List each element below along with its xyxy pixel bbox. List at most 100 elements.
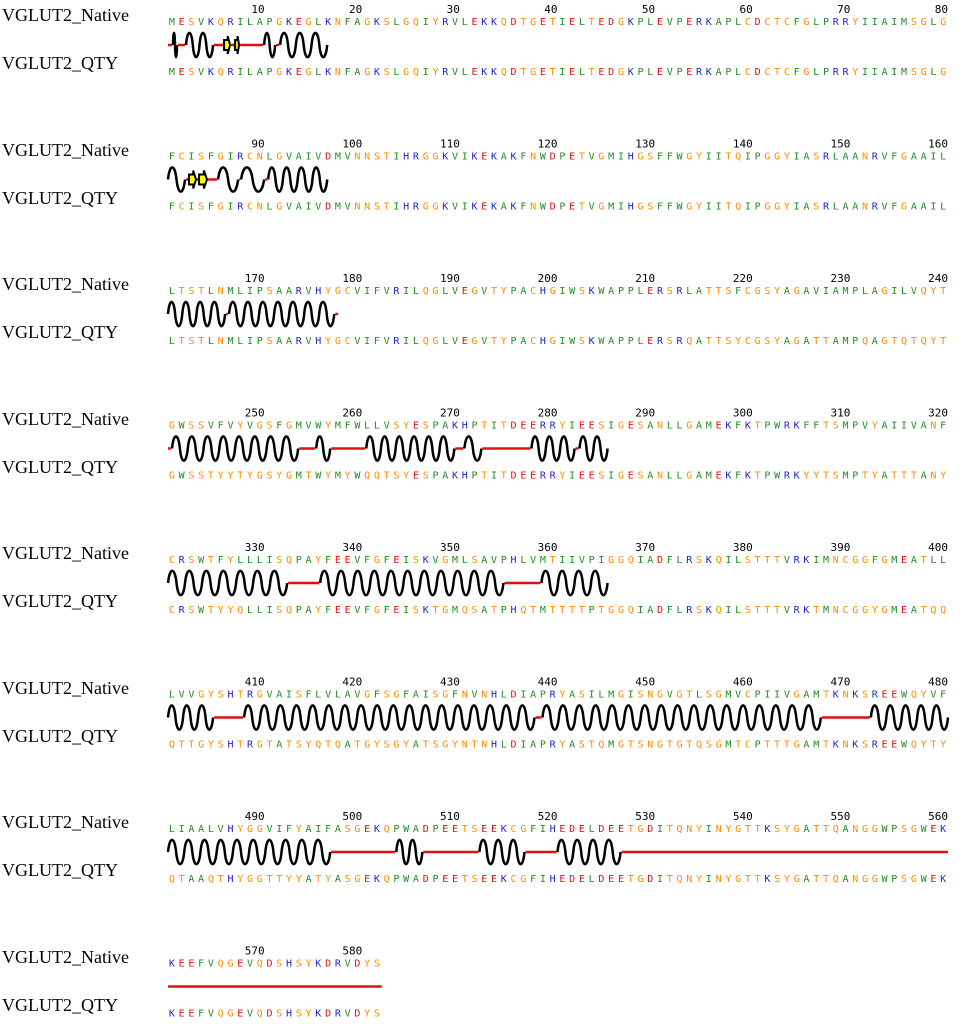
qty-residue: A (442, 471, 448, 482)
position-number: 10 (251, 3, 264, 16)
native-residue: S (901, 824, 907, 835)
native-residue: T (491, 286, 497, 297)
native-residue: V (354, 555, 360, 566)
native-residue: L (335, 690, 341, 701)
qty-residue: A (852, 202, 858, 213)
qty-residue: Q (423, 336, 429, 347)
qty-residue: H (315, 336, 321, 347)
native-residue: G (198, 690, 204, 701)
native-residue: K (628, 17, 634, 28)
qty-residue: G (618, 740, 624, 751)
qty-residue: T (667, 740, 673, 751)
position-number: 260 (342, 407, 362, 420)
native-residue: G (794, 286, 800, 297)
qty-residue: I (237, 67, 243, 78)
native-residue: P (618, 286, 624, 297)
native-residue: I (891, 286, 897, 297)
qty-residue: F (667, 605, 673, 616)
qty-residue: A (354, 67, 360, 78)
native-residue: P (764, 421, 770, 432)
qty-residue: T (706, 336, 712, 347)
native-residue: L (647, 17, 653, 28)
qty-row-label: VGLUT2_QTY (2, 860, 118, 880)
native-residue: G (335, 286, 341, 297)
native-residue: I (598, 555, 604, 566)
native-residue: F (276, 421, 282, 432)
native-residue: L (315, 690, 321, 701)
qty-residue: P (852, 336, 858, 347)
native-residue: V (911, 286, 917, 297)
native-residue: M (335, 152, 341, 163)
qty-residue: G (774, 202, 780, 213)
native-residue: I (901, 421, 907, 432)
strand-arrow (188, 170, 198, 189)
helix-segment (171, 31, 179, 59)
qty-residue: T (520, 67, 526, 78)
native-residue: P (677, 17, 683, 28)
qty-residue: M (296, 471, 302, 482)
qty-residue: R (550, 471, 557, 482)
native-residue: R (872, 152, 879, 163)
qty-residue: V (481, 336, 487, 347)
native-residue: I (227, 152, 233, 163)
native-residue: E (296, 17, 302, 28)
native-residue: F (286, 824, 292, 835)
native-residue: G (442, 690, 448, 701)
native-row-label: VGLUT2_Native (2, 139, 129, 160)
native-residue: L (462, 555, 468, 566)
qty-residue: Q (218, 1009, 224, 1020)
qty-residue: D (511, 471, 517, 482)
qty-residue: M (608, 740, 614, 751)
qty-residue: Y (559, 740, 565, 751)
native-residue: F (891, 152, 897, 163)
native-residue: V (345, 959, 351, 970)
qty-residue: K (472, 202, 478, 213)
qty-residue: G (872, 874, 878, 885)
native-residue: P (852, 286, 858, 297)
qty-residue: V (452, 67, 458, 78)
qty-residue: S (374, 202, 380, 213)
helix-segment (530, 435, 576, 462)
qty-residue: Y (696, 874, 702, 885)
native-residue: K (803, 555, 809, 566)
helix-segment (170, 435, 300, 462)
helix-segment (166, 300, 227, 328)
native-residue: T (198, 286, 204, 297)
qty-residue: G (472, 336, 478, 347)
native-residue: E (452, 824, 458, 835)
qty-residue: F (735, 471, 741, 482)
native-residue: W (403, 824, 410, 835)
position-number: 330 (245, 541, 265, 554)
native-residue: F (667, 152, 673, 163)
qty-residue: V (247, 1009, 253, 1020)
native-residue: A (882, 421, 888, 432)
native-residue: V (530, 555, 536, 566)
qty-residue: S (384, 740, 390, 751)
qty-residue: Q (169, 740, 175, 751)
native-residue: I (188, 152, 194, 163)
qty-residue: S (276, 605, 282, 616)
native-residue: L (266, 152, 272, 163)
native-residue: E (237, 959, 243, 970)
native-residue: L (247, 17, 253, 28)
qty-residue: G (354, 874, 360, 885)
qty-residue: T (755, 874, 761, 885)
native-residue: A (296, 152, 302, 163)
qty-residue: M (452, 605, 458, 616)
qty-residue: G (618, 605, 624, 616)
qty-residue: C (745, 336, 751, 347)
qty-residue: T (911, 336, 917, 347)
qty-residue: L (315, 67, 321, 78)
qty-residue: I (891, 67, 897, 78)
native-residue: I (569, 555, 575, 566)
helix-segment (227, 300, 336, 328)
qty-residue: R (872, 740, 879, 751)
native-residue: V (247, 959, 253, 970)
qty-residue: E (882, 740, 888, 751)
native-residue: L (208, 286, 214, 297)
native-residue: K (706, 17, 712, 28)
position-number: 140 (733, 138, 753, 151)
qty-residue: L (462, 67, 468, 78)
native-residue: G (618, 690, 624, 701)
native-residue: A (286, 286, 292, 297)
